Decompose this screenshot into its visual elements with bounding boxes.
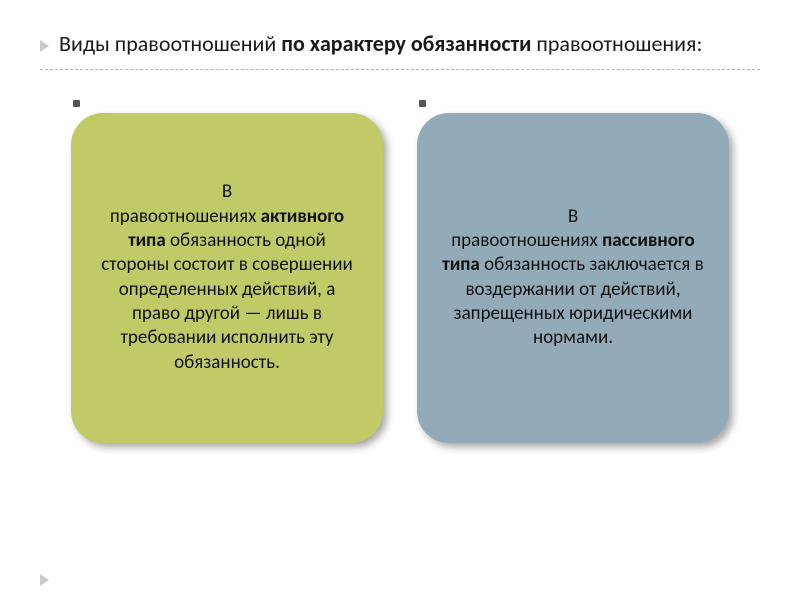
card-active-type: В правоотношениях активного типа обязанн… — [71, 113, 383, 443]
title-bold: по характеру обязанности — [281, 30, 531, 57]
card-left-text: В правоотношениях активного типа обязанн… — [93, 180, 361, 375]
card-right-wrap: В правоотношениях пассивного типа обязан… — [417, 100, 729, 443]
card-right-line1: В — [568, 205, 578, 228]
card-left-line1: В — [222, 180, 232, 203]
page-title: Виды правоотношений по характеру обязанн… — [59, 30, 702, 59]
cards-container: В правоотношениях активного типа обязанн… — [40, 70, 760, 443]
card-left-wrap: В правоотношениях активного типа обязанн… — [71, 100, 383, 443]
card-right-p2a: правоотношениях — [451, 229, 602, 252]
bullet-icon — [40, 574, 49, 586]
dot-icon — [73, 100, 80, 107]
dot-icon — [419, 100, 426, 107]
card-right-p2c: обязанность заключается в воздержании от… — [454, 253, 704, 349]
title-row: Виды правоотношений по характеру обязанн… — [40, 30, 760, 59]
card-right-text: В правоотношениях пассивного типа обязан… — [439, 205, 707, 351]
card-left-p2a: правоотношениях — [110, 205, 261, 228]
title-prefix: Виды правоотношений — [59, 30, 281, 57]
bullet-icon — [40, 40, 49, 52]
title-suffix: правоотношения: — [531, 30, 702, 57]
card-passive-type: В правоотношениях пассивного типа обязан… — [417, 113, 729, 443]
